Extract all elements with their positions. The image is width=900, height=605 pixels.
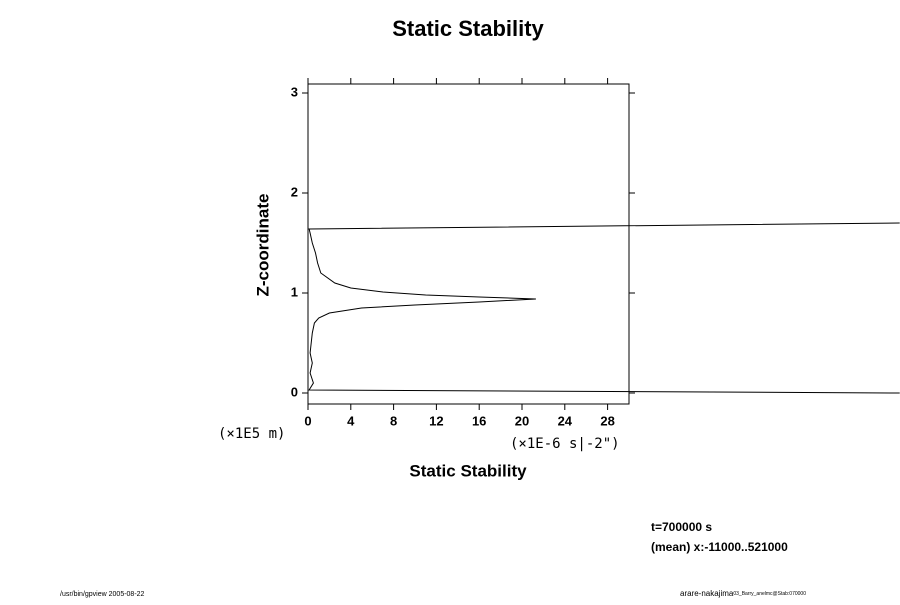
y-tick-label: 3 [291, 84, 298, 99]
x-axis-label: Static Stability [409, 461, 527, 480]
y-unit: (×1E5 m) [218, 426, 285, 442]
plot-frame [307, 83, 630, 405]
x-tick-label: 24 [558, 413, 573, 428]
x-tick-label: 4 [347, 413, 355, 428]
footer: /usr/bin/gpview 2005-08-22 [60, 591, 145, 598]
y-tick-label: 2 [291, 184, 298, 199]
annotation: (mean) x:-11000..521000 [651, 540, 788, 554]
profile-line [308, 222, 900, 394]
chart-title: Static Stability [392, 16, 544, 41]
x-tick-label: 8 [390, 413, 397, 428]
annotation: t=700000 s [651, 520, 712, 534]
x-tick-label: 28 [600, 413, 614, 428]
footer: arare-nakajima03_Barry_anelmc@Stab:07000… [680, 589, 806, 598]
y-axis-label: Z-coordinate [253, 194, 272, 297]
x-tick-label: 12 [429, 413, 443, 428]
footer: arare-nakajima [680, 589, 734, 598]
x-tick-label: 16 [472, 413, 486, 428]
x-tick-label: 0 [304, 413, 311, 428]
x-tick-label: 20 [515, 413, 529, 428]
y-tick-label: 1 [291, 284, 298, 299]
y-tick-label: 0 [291, 384, 298, 399]
x-unit: (×1E-6 s|-2") [510, 436, 620, 452]
footer: 03_Barry_anelmc@Stab:070000 [733, 591, 806, 597]
